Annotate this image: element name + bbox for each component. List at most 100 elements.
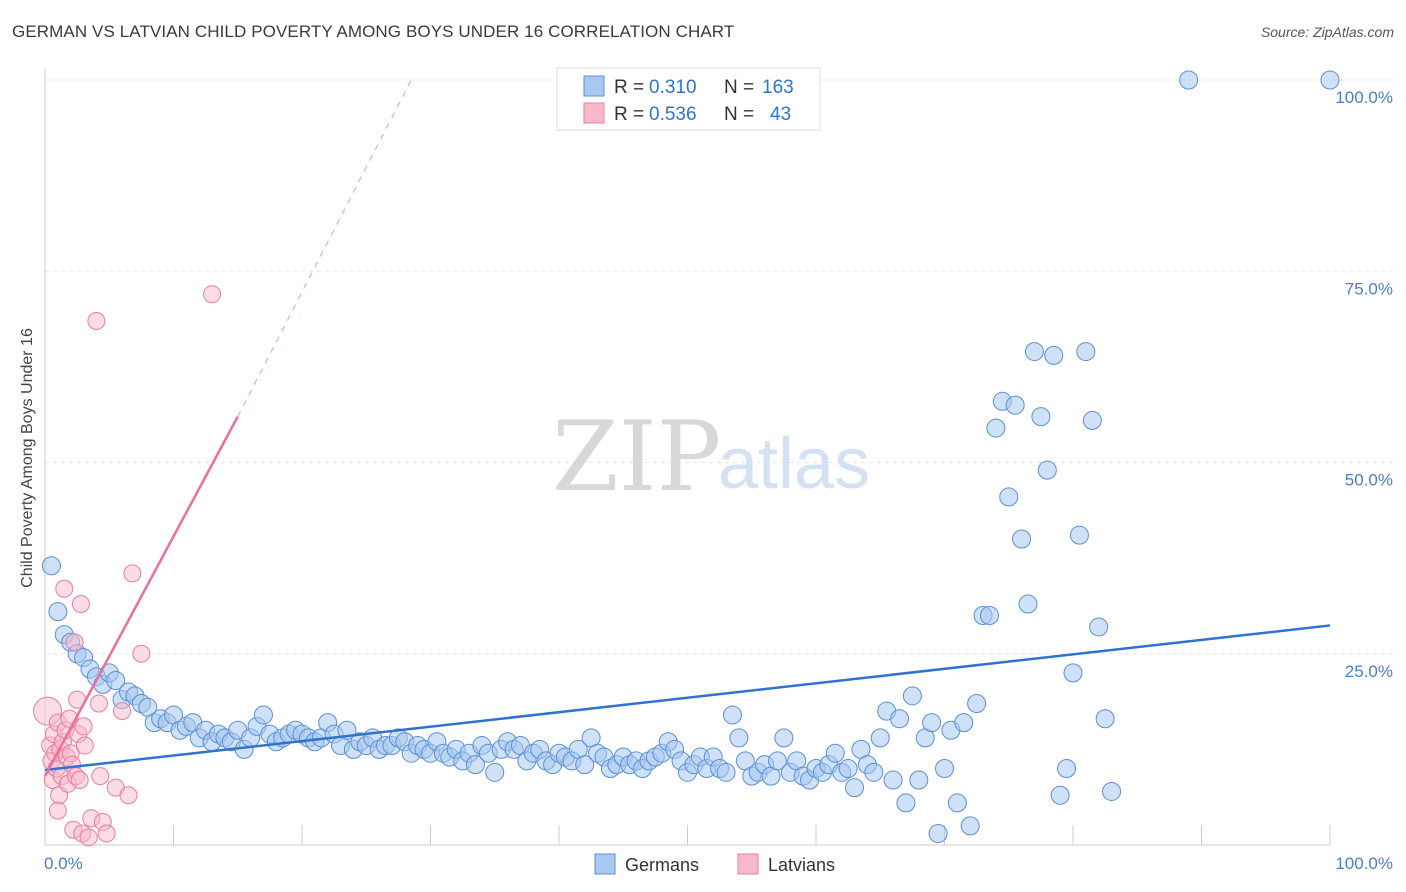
y-tick-labels: 100.0% 75.0% 50.0% 25.0% [1335,88,1393,681]
german-trend-line [44,624,1331,772]
latvian-point-31 [87,311,106,330]
german-point-144 [967,693,987,713]
latvian-legend-swatch [583,102,605,124]
german-point-131 [883,770,903,790]
german-n-value: 163 [762,77,794,98]
german-point-141 [947,793,967,813]
german-point-129 [870,728,890,748]
german-point-138 [928,824,948,844]
german-point-135 [909,770,929,790]
latvian-point-37 [113,702,132,721]
german-point-162 [1082,410,1102,430]
watermark: ZIP atlas [552,401,870,513]
german-point-113 [767,751,787,771]
german-r-label: R = [614,77,644,98]
x-tick-label-1: 100.0% [1335,854,1393,873]
german-point-154 [1031,407,1051,427]
german-point-106 [722,705,742,725]
german-point-156 [1044,345,1064,365]
latvian-point-33 [91,767,110,786]
german-point-134 [902,686,922,706]
german-point-157 [1050,785,1070,805]
latvian-n-label: N = [724,104,754,125]
latvian-r-label: R = [614,104,644,125]
german-point-167 [1320,70,1340,90]
latvian-point-12 [55,579,74,598]
german-point-137 [922,713,942,733]
stats-legend: R = 0.310 N = 163 R = 0.536 N = 43 [556,67,821,131]
latvian-r-value: 0.536 [649,104,697,125]
latvian-point-28 [75,736,94,755]
german-legend-swatch [583,75,605,97]
german-point-0 [41,556,61,576]
latvian-point-27 [74,717,93,736]
german-point-132 [890,709,910,729]
german-point-66 [465,755,485,775]
latvian-point-40 [132,644,151,663]
german-point-160 [1069,525,1089,545]
series-legend: Germans Latvians [594,853,835,875]
latvian-point-38 [119,786,138,805]
watermark-zip: ZIP [552,401,721,513]
latvian-point-41 [203,285,222,304]
latvian-point-39 [123,564,142,583]
german-point-105 [716,762,736,782]
german-point-1 [48,602,68,622]
german-point-147 [986,418,1006,438]
latvian-trend-extension [237,79,412,417]
x-tick-label-0: 0.0% [44,854,83,873]
german-point-83 [575,755,595,775]
latvian-point-35 [97,824,116,843]
german-r-value: 0.310 [649,77,697,98]
german-point-122 [825,743,845,763]
german-point-133 [896,793,916,813]
german-point-158 [1057,759,1077,778]
german-point-150 [1005,395,1025,415]
german-point-69 [485,762,505,782]
german-n-label: N = [724,77,754,98]
german-point-125 [845,778,865,798]
german-point-10 [106,671,126,691]
latvian-point-42 [48,801,67,820]
watermark-atlas: atlas [718,424,870,504]
y-tick-label-1: 75.0% [1345,279,1393,298]
latvian-point-29 [79,828,98,847]
latvian-n-value: 43 [770,104,791,125]
latvian-trend-line [43,416,239,777]
german-point-164 [1095,709,1115,729]
german-point-128 [864,762,884,782]
latvian-point-20 [65,633,84,652]
german-point-155 [1037,460,1057,480]
latvian-points [33,285,222,847]
y-axis-title: Child Poverty Among Boys Under 16 [19,328,36,588]
latvians-label: Latvians [768,855,835,875]
germans-swatch [594,853,616,875]
german-point-114 [774,728,794,748]
y-tick-label-2: 50.0% [1345,471,1393,490]
german-point-143 [960,816,980,836]
german-point-165 [1102,781,1122,801]
german-point-163 [1089,617,1109,637]
latvians-swatch [737,853,759,875]
german-point-151 [1012,529,1032,549]
y-tick-label-3: 25.0% [1345,662,1393,681]
german-point-161 [1076,342,1096,362]
source-credit: Source: ZipAtlas.com [1260,24,1394,40]
latvian-point-25 [71,595,90,614]
germans-label: Germans [625,855,699,875]
german-point-107 [729,728,749,748]
german-point-33 [253,705,273,725]
german-point-159 [1063,663,1083,683]
german-point-146 [979,606,999,625]
german-point-153 [1024,342,1044,362]
german-point-142 [954,713,974,733]
german-point-139 [935,759,954,778]
german-point-124 [838,759,858,778]
german-point-152 [1018,594,1038,614]
grid-lines [45,79,1395,655]
trend-lines [43,79,1331,777]
latvian-point-24 [70,770,89,789]
chart-title: GERMAN VS LATVIAN CHILD POVERTY AMONG BO… [12,22,735,41]
y-tick-label-0: 100.0% [1335,88,1393,107]
